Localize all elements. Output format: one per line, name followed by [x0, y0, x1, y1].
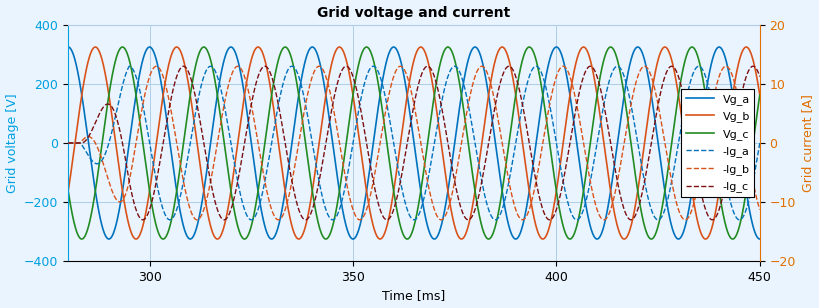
- Line: -Ig_b: -Ig_b: [68, 66, 759, 220]
- Vg_c: [502, 150, 512, 154]
- -Ig_b: [63, 141, 73, 145]
- Vg_b: [754, 93, 764, 97]
- -Ig_a: [63, 141, 73, 145]
- -Ig_c: [613, 182, 622, 186]
- Vg_b: [63, 189, 73, 193]
- Vg_a: [314, 56, 324, 60]
- Legend: Vg_a, Vg_b, Vg_c, -Ig_a, -Ig_b, -Ig_c: Vg_a, Vg_b, Vg_c, -Ig_a, -Ig_b, -Ig_c: [681, 89, 753, 197]
- Line: Vg_a: Vg_a: [68, 47, 759, 239]
- -Ig_b: [472, 69, 482, 72]
- Vg_a: [98, 227, 108, 231]
- Vg_a: [63, 45, 73, 49]
- Vg_c: [613, 60, 622, 64]
- Vg_c: [98, 135, 108, 139]
- -Ig_a: [613, 64, 622, 68]
- Line: Vg_c: Vg_c: [68, 47, 759, 239]
- -Ig_c: [98, 106, 108, 109]
- Vg_a: [472, 47, 482, 51]
- Vg_c: [472, 204, 482, 208]
- -Ig_b: [98, 161, 108, 164]
- Vg_a: [502, 219, 512, 223]
- -Ig_b: [314, 64, 324, 68]
- -Ig_c: [63, 141, 73, 145]
- Y-axis label: Grid voltage [V]: Grid voltage [V]: [6, 93, 19, 193]
- -Ig_b: [192, 218, 201, 222]
- Vg_b: [613, 226, 622, 230]
- Vg_c: [686, 45, 696, 49]
- -Ig_b: [576, 126, 586, 130]
- Vg_b: [472, 172, 482, 176]
- -Ig_a: [754, 141, 764, 145]
- -Ig_b: [613, 177, 622, 181]
- Vg_a: [612, 138, 622, 142]
- Vg_c: [320, 237, 330, 241]
- -Ig_a: [576, 214, 586, 217]
- -Ig_a: [472, 156, 482, 160]
- -Ig_c: [754, 75, 764, 78]
- -Ig_c: [502, 65, 512, 68]
- Vg_a: [575, 172, 585, 175]
- -Ig_a: [734, 218, 744, 222]
- -Ig_b: [754, 208, 764, 211]
- Vg_b: [502, 54, 512, 58]
- -Ig_a: [98, 157, 108, 160]
- -Ig_a: [502, 186, 512, 189]
- Vg_c: [576, 204, 586, 208]
- Vg_c: [754, 93, 764, 97]
- -Ig_c: [314, 182, 324, 185]
- Vg_b: [314, 144, 324, 148]
- Vg_b: [496, 45, 506, 49]
- -Ig_b: [502, 173, 512, 177]
- Vg_a: [754, 237, 764, 241]
- Y-axis label: Grid current [A]: Grid current [A]: [800, 94, 813, 192]
- -Ig_a: [314, 177, 324, 181]
- Vg_c: [314, 222, 324, 226]
- Vg_c: [63, 189, 73, 193]
- Vg_b: [98, 61, 108, 65]
- Title: Grid voltage and current: Grid voltage and current: [317, 6, 510, 19]
- -Ig_b: [720, 64, 730, 68]
- Vg_b: [576, 47, 586, 51]
- -Ig_c: [179, 64, 188, 68]
- Line: -Ig_a: -Ig_a: [68, 66, 759, 220]
- Line: -Ig_c: -Ig_c: [68, 66, 759, 220]
- -Ig_c: [625, 218, 635, 222]
- Line: Vg_b: Vg_b: [68, 47, 759, 239]
- X-axis label: Time [ms]: Time [ms]: [382, 290, 445, 302]
- -Ig_a: [368, 64, 378, 68]
- -Ig_c: [576, 83, 586, 87]
- -Ig_c: [472, 199, 482, 203]
- Vg_b: [131, 237, 141, 241]
